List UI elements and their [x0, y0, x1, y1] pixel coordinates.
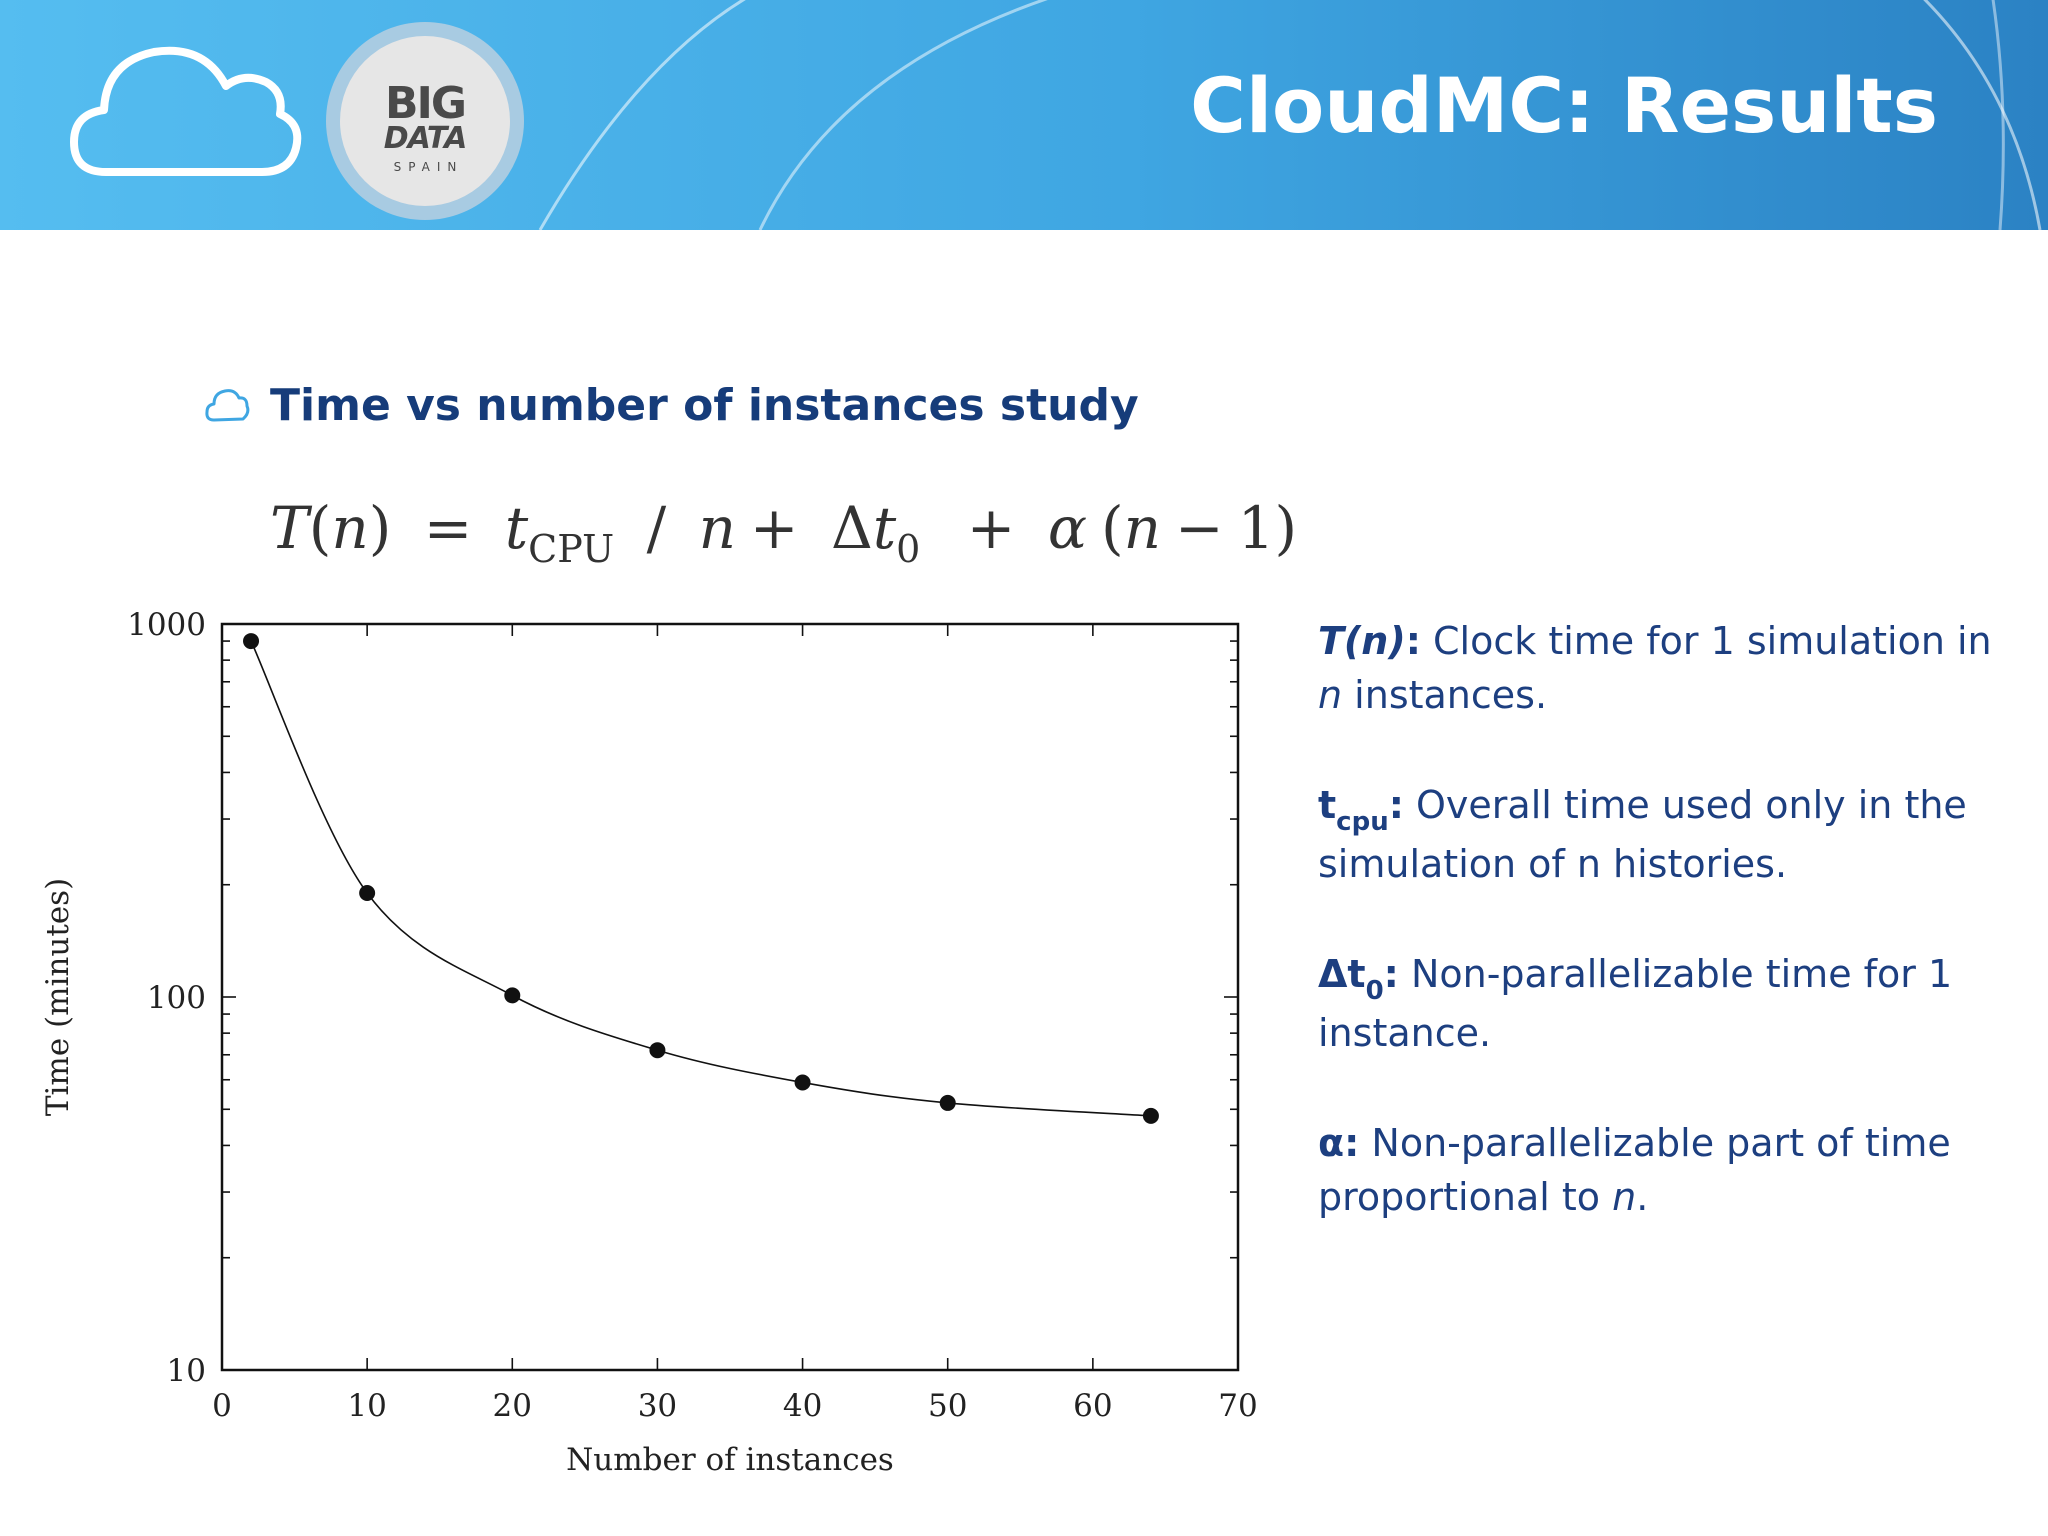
formula-alpha: α: [1047, 494, 1088, 562]
def-text: Non-parallelizable part of time: [1359, 1121, 1951, 1165]
def-text: instances.: [1342, 673, 1548, 717]
definition-Tn: T(n): Clock time for 1 simulation in n i…: [1318, 614, 2018, 722]
data-point: [504, 987, 521, 1004]
definition-alpha: α: Non-parallelizable part of time propo…: [1318, 1116, 2018, 1224]
section-heading: Time vs number of instances study: [270, 380, 1139, 431]
def-text: Overall time used only in the: [1403, 783, 1967, 827]
def-sep: :: [1383, 952, 1399, 996]
def-text: simulation of n histories.: [1318, 842, 1788, 886]
data-point: [359, 885, 376, 902]
formula-n-lhs: n: [331, 494, 369, 562]
formula-zero-subscript: 0: [896, 527, 921, 571]
slide-title: CloudMC: Results: [1190, 61, 1938, 150]
definition-tcpu: tcpu: Overall time used only in the simu…: [1318, 778, 2018, 891]
x-tick-label: 20: [493, 1388, 532, 1424]
def-text: proportional to: [1318, 1175, 1613, 1219]
def-text: instance.: [1318, 1011, 1492, 1055]
definitions-list: T(n): Clock time for 1 simulation in n i…: [1318, 614, 2018, 1280]
x-tick-label: 60: [1073, 1388, 1112, 1424]
formula-n-paren: n: [1123, 494, 1162, 562]
y-tick-label: 10: [167, 1353, 206, 1389]
x-tick-label: 50: [928, 1388, 967, 1424]
cloud-bullet-icon: [205, 389, 250, 422]
formula-t0: t: [872, 494, 897, 562]
def-text-n: n: [1612, 1175, 1637, 1219]
def-text-n: n: [1318, 673, 1343, 717]
definition-delta-t0: Δt0: Non-parallelizable time for 1 insta…: [1318, 947, 2018, 1060]
fit-curve: [250, 640, 1151, 1117]
def-term-alpha: α: [1318, 1121, 1345, 1165]
x-tick-label: 40: [783, 1388, 822, 1424]
data-point: [1142, 1107, 1159, 1124]
y-axis-label: Time (minutes): [40, 878, 76, 1116]
formula-one: 1: [1237, 494, 1275, 562]
def-sep: :: [1344, 1121, 1360, 1165]
x-tick-labels: 0 10 20 30 40 50 60 70: [212, 1388, 1258, 1424]
logo-spain-text: SPAIN: [393, 160, 464, 174]
data-point: [794, 1074, 811, 1091]
def-term-Tn: T(n): [1318, 619, 1406, 663]
def-term-cpu-subscript: cpu: [1336, 807, 1389, 837]
formula-T: T: [270, 494, 309, 562]
data-point: [649, 1042, 666, 1059]
formula: T(n) = tCPU / n + Δt0 + α (n −1): [270, 494, 1298, 571]
x-axis-label: Number of instances: [566, 1442, 894, 1478]
data-point: [243, 633, 260, 650]
x-tick-label: 30: [638, 1388, 677, 1424]
def-term-t: t: [1318, 783, 1337, 827]
def-text: Non-parallelizable time for 1: [1398, 952, 1953, 996]
def-term-zero-subscript: 0: [1365, 976, 1384, 1006]
cloud-outline-icon: [70, 46, 302, 176]
formula-t: t: [504, 494, 529, 562]
y-tick-label: 100: [147, 980, 206, 1016]
axis-ticks: [221, 624, 1239, 1371]
data-point: [939, 1094, 956, 1111]
def-sep: :: [1388, 783, 1404, 827]
data-points: [243, 633, 1159, 1124]
decorative-arcs: [538, 0, 2042, 230]
formula-delta: Δ: [830, 494, 873, 562]
def-text: .: [1636, 1175, 1649, 1219]
y-tick-label: 1000: [127, 607, 206, 643]
header-band: BIG DATA SPAIN CloudMC: Results: [0, 0, 2048, 230]
plot-frame: [220, 622, 1240, 1372]
x-tick-label: 10: [347, 1388, 386, 1424]
formula-n-div: n: [698, 494, 736, 562]
formula-cpu-subscript: CPU: [528, 527, 615, 571]
def-term-delta-t: Δt: [1318, 952, 1366, 996]
x-tick-label: 70: [1218, 1388, 1257, 1424]
logo-big-text: BIG: [384, 78, 467, 129]
x-tick-label: 0: [212, 1388, 232, 1424]
def-text: Clock time for 1 simulation in: [1420, 619, 1992, 663]
big-data-spain-logo: BIG DATA SPAIN: [326, 22, 524, 220]
logo-data-text: DATA: [383, 121, 468, 156]
y-tick-labels: 10 100 1000: [127, 607, 206, 1389]
def-sep: :: [1405, 619, 1421, 663]
